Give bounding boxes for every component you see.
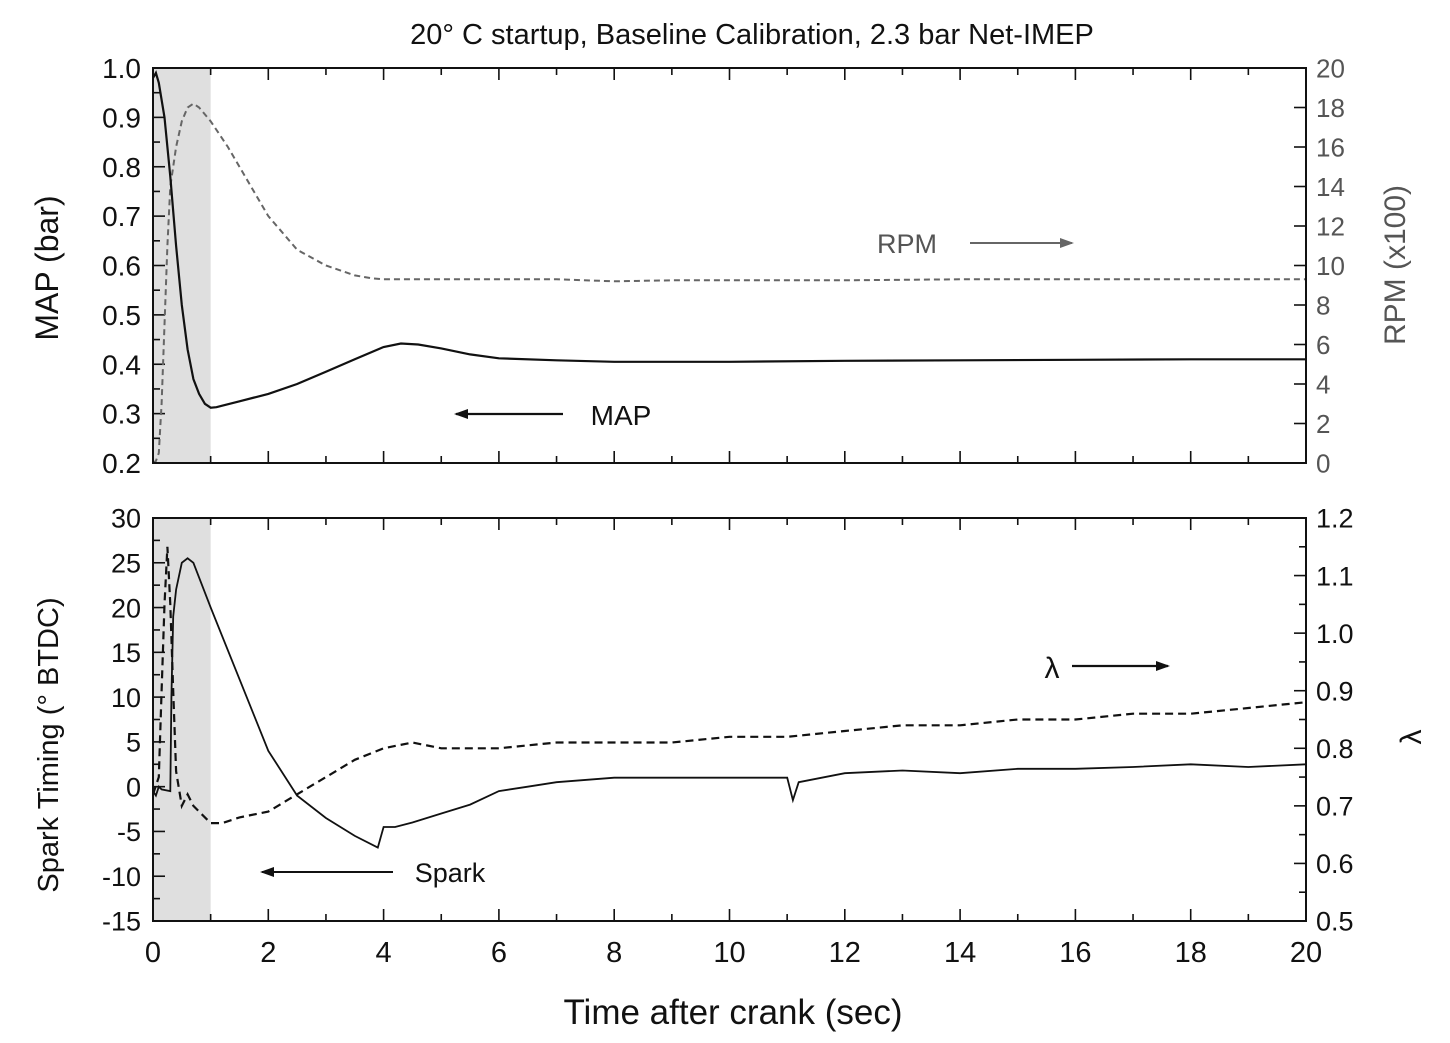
x-tick-label: 6 bbox=[491, 937, 507, 969]
right-y-tick-label: 4 bbox=[1316, 369, 1330, 399]
left-y-tick-label: 10 bbox=[111, 683, 141, 713]
left-y-tick-label: 30 bbox=[111, 504, 141, 534]
spark-series-line bbox=[152, 557, 1307, 849]
top-right-y-ticks bbox=[1294, 67, 1306, 464]
bottom-plot-frame bbox=[152, 517, 1307, 922]
x-axis-label: Time after crank (sec) bbox=[563, 993, 902, 1032]
left-y-tick-label: 0.3 bbox=[102, 399, 141, 430]
map-axis-label: MAP (bar) bbox=[29, 195, 65, 340]
map-series-line bbox=[152, 70, 1306, 409]
left-y-tick-label: 1.0 bbox=[102, 53, 141, 84]
left-y-tick-label: -5 bbox=[117, 817, 141, 847]
x-tick-label: 12 bbox=[829, 937, 861, 969]
lambda-axis-label: λ bbox=[1395, 730, 1428, 745]
spark-annotation: Spark bbox=[415, 858, 486, 888]
lambda-series-line bbox=[151, 546, 1307, 825]
bottom-left-y-tick-labels: -15 -10 -5 0 5 10 15 20 25 30 bbox=[102, 504, 141, 937]
left-y-tick-label: -10 bbox=[102, 862, 141, 892]
bottom-shaded-region bbox=[154, 518, 211, 921]
left-y-tick-label: 5 bbox=[126, 728, 141, 758]
spark-axis-label: Spark Timing (° BTDC) bbox=[33, 597, 65, 892]
bottom-x-ticks bbox=[152, 518, 1307, 921]
left-y-tick-label: 0.4 bbox=[102, 349, 141, 380]
right-y-tick-label: 0 bbox=[1316, 448, 1330, 478]
x-tick-label: 2 bbox=[260, 937, 276, 969]
x-tick-label: 18 bbox=[1175, 937, 1207, 969]
right-y-tick-label: 0.8 bbox=[1316, 734, 1354, 764]
x-tick-label: 8 bbox=[606, 937, 622, 969]
left-y-tick-label: 0.2 bbox=[102, 448, 141, 479]
right-y-tick-label: 0.5 bbox=[1316, 907, 1354, 937]
chart-title: 20° C startup, Baseline Calibration, 2.3… bbox=[410, 19, 1094, 51]
right-y-tick-label: 1.1 bbox=[1316, 561, 1354, 591]
right-y-tick-label: 2 bbox=[1316, 409, 1330, 439]
lambda-annotation: λ bbox=[1045, 652, 1060, 685]
bottom-right-y-tick-labels: 0.5 0.6 0.7 0.8 0.9 1.0 1.1 1.2 bbox=[1316, 504, 1354, 937]
left-y-tick-label: 25 bbox=[111, 548, 141, 578]
rpm-annotation: RPM bbox=[877, 229, 937, 259]
right-y-tick-label: 0.6 bbox=[1316, 849, 1354, 879]
right-y-tick-label: 1.2 bbox=[1316, 504, 1354, 534]
right-y-tick-label: 16 bbox=[1316, 132, 1345, 162]
left-y-tick-label: 0 bbox=[126, 772, 141, 802]
right-y-tick-label: 0.7 bbox=[1316, 792, 1354, 822]
x-tick-label: 16 bbox=[1059, 937, 1091, 969]
left-y-tick-label: -15 bbox=[102, 907, 141, 937]
map-annotation: MAP bbox=[591, 400, 652, 431]
right-y-tick-label: 10 bbox=[1316, 251, 1345, 281]
rpm-series-line bbox=[152, 102, 1306, 464]
rpm-axis-label: RPM (x100) bbox=[1379, 185, 1412, 345]
right-y-tick-label: 6 bbox=[1316, 330, 1330, 360]
top-panel: 20° C startup, Baseline Calibration, 2.3… bbox=[29, 19, 1412, 479]
right-y-tick-label: 20 bbox=[1316, 53, 1345, 83]
top-right-y-tick-labels: 0 2 4 6 8 10 12 14 16 18 20 bbox=[1316, 53, 1345, 478]
right-y-tick-label: 18 bbox=[1316, 93, 1345, 123]
left-y-tick-label: 20 bbox=[111, 593, 141, 623]
right-y-tick-label: 0.9 bbox=[1316, 676, 1354, 706]
x-tick-label: 4 bbox=[376, 937, 392, 969]
left-y-tick-label: 0.7 bbox=[102, 201, 141, 232]
left-y-tick-label: 15 bbox=[111, 638, 141, 668]
left-y-tick-label: 0.9 bbox=[102, 102, 141, 133]
bottom-right-y-ticks bbox=[1294, 517, 1306, 922]
top-left-y-tick-labels: 0.2 0.3 0.4 0.5 0.6 0.7 0.8 0.9 1.0 bbox=[102, 53, 141, 479]
right-y-tick-label: 8 bbox=[1316, 290, 1330, 320]
right-y-tick-label: 1.0 bbox=[1316, 619, 1354, 649]
right-y-tick-label: 14 bbox=[1316, 172, 1345, 202]
x-tick-label: 0 bbox=[145, 937, 161, 969]
left-y-tick-label: 0.6 bbox=[102, 251, 141, 282]
x-tick-label: 14 bbox=[944, 937, 976, 969]
x-tick-label: 20 bbox=[1290, 937, 1322, 969]
top-plot-frame bbox=[152, 67, 1307, 464]
right-y-tick-label: 12 bbox=[1316, 211, 1345, 241]
x-tick-label: 10 bbox=[713, 937, 745, 969]
left-y-tick-label: 0.5 bbox=[102, 300, 141, 331]
x-tick-labels: 0 2 4 6 8 10 12 14 16 18 20 bbox=[145, 937, 1322, 969]
left-y-tick-label: 0.8 bbox=[102, 152, 141, 183]
